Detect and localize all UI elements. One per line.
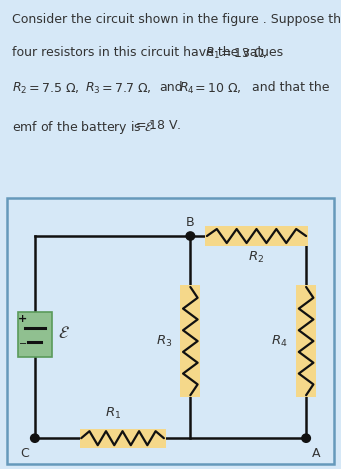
Text: Consider the circuit shown in the figure . Suppose the: Consider the circuit shown in the figure… [12,13,341,26]
Text: four resistors in this circuit have the values: four resistors in this circuit have the … [12,45,287,59]
Text: C: C [20,447,29,460]
Text: $R_2$: $R_2$ [12,81,27,96]
Text: $\mathcal{E}$: $\mathcal{E}$ [58,324,70,342]
Circle shape [186,232,195,240]
FancyBboxPatch shape [296,285,316,397]
Text: $= 18\ \mathrm{V}.$: $= 18\ \mathrm{V}.$ [133,119,181,132]
Text: $R_3$: $R_3$ [85,81,101,96]
FancyBboxPatch shape [180,285,200,397]
Text: +: + [18,314,27,324]
Text: $= 13\ \Omega,$: $= 13\ \Omega,$ [218,45,267,60]
FancyBboxPatch shape [79,429,165,448]
Text: $= 10\ \Omega,$: $= 10\ \Omega,$ [192,81,242,95]
Text: emf of the battery is $\mathcal{E}$: emf of the battery is $\mathcal{E}$ [12,119,154,136]
Text: and: and [160,81,183,94]
Circle shape [31,434,39,442]
FancyBboxPatch shape [205,227,308,246]
Text: B: B [186,216,195,229]
Text: $= 7.5\ \Omega,$: $= 7.5\ \Omega,$ [26,81,79,95]
Text: and that the: and that the [252,81,330,94]
Text: $R_4$: $R_4$ [179,81,194,96]
Circle shape [302,434,310,442]
FancyBboxPatch shape [17,312,52,357]
Text: A: A [312,447,321,460]
Text: $R_1$: $R_1$ [205,45,220,61]
Text: $R_3$: $R_3$ [156,333,172,348]
Text: $R_1$: $R_1$ [104,406,121,421]
Text: $R_4$: $R_4$ [271,333,288,348]
Text: $R_2$: $R_2$ [249,250,265,265]
Text: $-$: $-$ [18,337,27,347]
Text: $= 7.7\ \Omega,$: $= 7.7\ \Omega,$ [99,81,152,95]
